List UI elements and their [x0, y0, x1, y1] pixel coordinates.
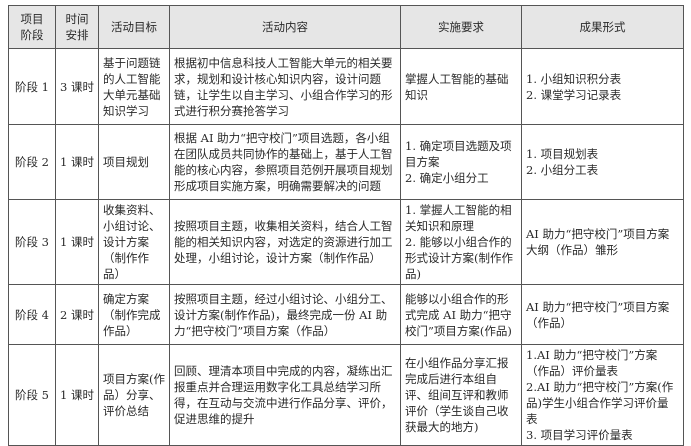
content-cell: 根据 AI 助力“把守校门”项目选题，各小组在团队成员共同协作的基础上，基于人工… — [169, 124, 401, 200]
goal-cell: 收集资料、小组讨论、设计方案（制作作品） — [98, 199, 170, 285]
outcomes-line: 3. 项目学习评价量表 — [526, 428, 633, 442]
goal-cell: 确定方案（制作完成作品） — [98, 284, 170, 345]
content-cell: 根据初中信息科技人工智能大单元的相关要求，规划和设计核心知识内容，设计问题链，让… — [169, 48, 401, 125]
outcomes-line: 1. 小组知识积分表 — [526, 71, 622, 86]
outcomes-cell: 1. 小组知识积分表 2. 课堂学习记录表 — [521, 48, 684, 125]
outcomes-line: 2. 课堂学习记录表 — [526, 87, 622, 102]
table-header-row: 项目阶段 时间安排 活动目标 活动内容 实施要求 成果形式 — [8, 5, 684, 49]
outcomes-line: 1.AI 助力“把守校门”方案（作品）评价量表 — [526, 348, 658, 378]
header-content: 活动内容 — [169, 5, 401, 49]
content-cell: 按照项目主题，收集相关资料，结合人工智能的相关知识内容，对选定的资源进行加工处理… — [169, 199, 401, 285]
requirements-cell: 1. 确定项目选题及项目方案 2. 确定小组分工 — [400, 124, 522, 200]
time-cell: 1 课时 — [55, 124, 99, 200]
requirements-line: 能够以小组合作的形式完成 AI 助力“把守校门”项目方案(作品) — [405, 291, 512, 338]
requirements-cell: 能够以小组合作的形式完成 AI 助力“把守校门”项目方案(作品) — [400, 284, 522, 345]
header-goal: 活动目标 — [98, 5, 170, 49]
outcomes-cell: 1.AI 助力“把守校门”方案（作品）评价量表 2.AI 助力“把守校门”方案(作… — [521, 344, 684, 446]
goal-cell: 项目规划 — [98, 124, 170, 200]
goal-cell: 项目方案(作品）分享、评价总结 — [98, 344, 170, 446]
requirements-line: 2. 能够以小组合作的形式设计方案(制作作品) — [405, 235, 513, 281]
stage-cell: 阶段 3 — [8, 199, 56, 285]
header-outcomes: 成果形式 — [521, 5, 684, 49]
outcomes-line: AI 助力“把守校门”项目方案大纲（作品）雏形 — [526, 227, 670, 257]
requirements-line: 2. 确定小组分工 — [405, 171, 489, 185]
stage-cell: 阶段 1 — [8, 48, 56, 125]
outcomes-cell: AI 助力“把守校门”项目方案大纲（作品）雏形 — [521, 199, 684, 285]
requirements-line: 在小组作品分享汇报完成后进行本组自评、组间互评和教师评价（学生谈自己收获最大的地… — [405, 356, 509, 434]
header-requirements: 实施要求 — [400, 5, 522, 49]
header-time: 时间安排 — [55, 5, 99, 49]
time-cell: 3 课时 — [55, 48, 99, 125]
content-cell: 回顾、理清本项目中完成的内容，凝练出汇报重点并合理运用数字化工具总结学习所得，在… — [169, 344, 401, 446]
stage-cell: 阶段 5 — [8, 344, 56, 446]
outcomes-line: 2.AI 助力“把守校门”方案(作品)学生小组合作学习评价量表 — [526, 380, 674, 426]
time-cell: 1 课时 — [55, 344, 99, 446]
stage-cell: 阶段 4 — [8, 284, 56, 345]
stage-cell: 阶段 2 — [8, 124, 56, 200]
time-cell: 2 课时 — [55, 284, 99, 345]
requirements-line: 1. 掌握人工智能的相关知识和原理 — [405, 203, 512, 233]
outcomes-cell: 1. 项目规划表 2. 小组分工表 — [521, 124, 684, 200]
requirements-line: 掌握人工智能的基础知识 — [405, 71, 509, 102]
header-stage: 项目阶段 — [8, 5, 56, 49]
outcomes-line: AI 助力“把守校门”项目方案（作品） — [526, 299, 670, 330]
requirements-line: 1. 确定项目选题及项目方案 — [405, 139, 512, 169]
requirements-cell: 在小组作品分享汇报完成后进行本组自评、组间互评和教师评价（学生谈自己收获最大的地… — [400, 344, 522, 446]
requirements-cell: 1. 掌握人工智能的相关知识和原理 2. 能够以小组合作的形式设计方案(制作作品) — [400, 199, 522, 285]
time-cell: 1 课时 — [55, 199, 99, 285]
requirements-cell: 掌握人工智能的基础知识 — [400, 48, 522, 125]
outcomes-cell: AI 助力“把守校门”项目方案（作品） — [521, 284, 684, 345]
goal-cell: 基于问题链的人工智能大单元基础知识学习 — [98, 48, 170, 125]
outcomes-line: 1. 项目规划表 — [526, 147, 599, 161]
content-cell: 按照项目主题，经过小组讨论、小组分工、设计方案(制作作品)，最终完成一份 AI … — [169, 284, 401, 345]
outcomes-line: 2. 小组分工表 — [526, 163, 599, 177]
